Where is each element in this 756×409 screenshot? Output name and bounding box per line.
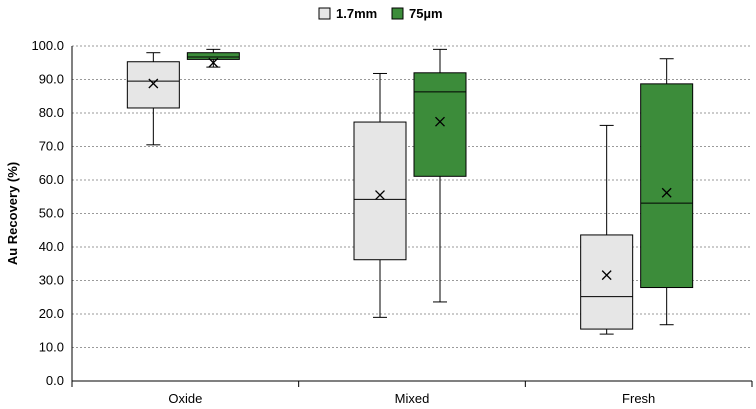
box-75µm-Oxide [186,48,240,68]
label-layer: 0.0 10.0 20.0 30.0 40.0 50.0 60.0 70.0 80.0 90.0 1… [5,38,655,406]
y-tick-label: 10.0 [39,340,64,355]
x-category-label: Mixed [395,391,430,406]
grid-layer [72,45,752,348]
y-tick-label: 90.0 [39,72,64,87]
y-axis-title: Au Recovery (%) [5,162,20,265]
box-iqr [126,61,180,109]
y-tick-label: 40.0 [39,239,64,254]
mean-marker [435,116,445,127]
mean-marker [601,270,612,281]
legend: 1.7mm 75µm [318,6,443,21]
mean-marker [375,190,385,201]
box-iqr [353,121,407,261]
box-layer [126,48,694,335]
y-tick-label: 0.0 [46,373,64,388]
legend-label: 75µm [409,6,443,21]
x-category-label: Fresh [622,391,655,406]
box-75µm-Fresh [640,58,694,326]
box-1.7mm-Fresh [580,124,634,335]
y-tick-label: 70.0 [39,139,64,154]
y-tick-label: 30.0 [39,273,64,288]
y-tick-label: 60.0 [39,172,64,187]
mean-marker [208,57,219,68]
box-iqr [186,52,240,60]
legend-label: 1.7mm [336,6,377,21]
box-iqr [580,234,634,330]
box-iqr [413,72,467,177]
y-tick-label: 80.0 [39,105,64,120]
legend-swatch [318,7,331,20]
axis-layer [71,46,753,387]
box-75µm-Mixed [413,48,467,303]
y-tick-label: 100.0 [31,38,64,53]
mean-marker [661,187,672,198]
box-1.7mm-Mixed [353,72,407,318]
box-1.7mm-Oxide [126,52,180,146]
y-tick-label: 50.0 [39,206,64,221]
box-iqr [640,83,694,289]
legend-swatch [391,7,404,20]
y-tick-label: 20.0 [39,306,64,321]
mean-marker [148,78,159,89]
x-category-label: Oxide [168,391,202,406]
